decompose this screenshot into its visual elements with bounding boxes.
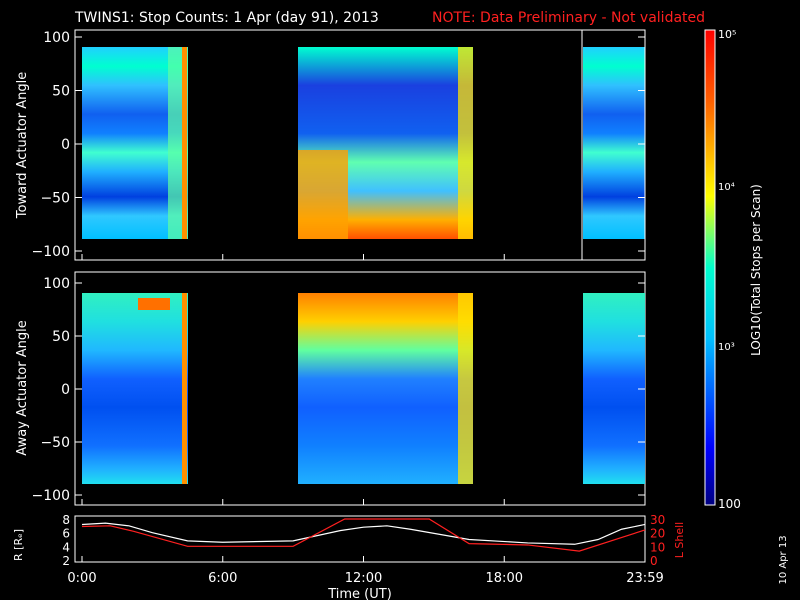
r-tick-label: 2	[62, 554, 70, 568]
colorbar-tick-1e4: 10⁴	[718, 182, 735, 193]
lshell-series-line	[81, 518, 646, 552]
ytick-label: −50	[40, 191, 70, 207]
top-segment-2-edge	[458, 47, 473, 239]
ytick-label: −100	[32, 244, 70, 260]
colorbar-tick-1e5: 10⁵	[718, 28, 736, 41]
colorbar-tick-100: 100	[718, 497, 741, 511]
ephemeris-panel	[74, 515, 646, 563]
bottom-yticks: 100 50 0 −50 −100	[32, 276, 645, 504]
top-yticks: 100 50 0 −50 −100	[32, 30, 645, 260]
r-tick-label: 8	[62, 513, 70, 527]
top-segment-1-hot-edge	[182, 47, 187, 239]
colorbar: 10⁵ 10⁴ 10³ 100 LOG10(Total Stops per Sc…	[704, 28, 763, 511]
lshell-tick-label: 30	[650, 513, 665, 527]
chart-title: TWINS1: Stop Counts: 1 Apr (day 91), 201…	[74, 10, 379, 26]
ytick-label: 0	[61, 137, 70, 153]
lshell-tick-label: 0	[650, 554, 658, 568]
ytick-label: −50	[40, 435, 70, 451]
r-axis-label: R [Rₑ]	[12, 529, 25, 561]
preliminary-note: NOTE: Data Preliminary - Not validated	[432, 10, 705, 26]
xtick-label: 0:00	[67, 571, 96, 586]
ytick-label: 100	[43, 276, 70, 292]
colorbar-label: LOG10(Total Stops per Scan)	[749, 184, 763, 356]
xlabel: Time (UT)	[327, 587, 392, 600]
bottom-segment-1-hot-edge	[182, 293, 187, 484]
top-ylabel: Toward Actuator Angle	[15, 72, 30, 219]
bottom-segment-2	[298, 293, 473, 484]
top-panel	[74, 29, 646, 261]
generation-date: 10 Apr 13	[778, 535, 789, 584]
bottom-segment-2-edge	[458, 293, 473, 484]
top-segment-3	[583, 47, 645, 239]
bottom-ylabel: Away Actuator Angle	[15, 320, 30, 455]
r-series-line	[81, 522, 646, 545]
ytick-label: 100	[43, 30, 70, 46]
ytick-label: 0	[61, 382, 70, 398]
xtick-label: 12:00	[345, 571, 382, 586]
ytick-label: −100	[32, 488, 70, 504]
lshell-tick-label: 20	[650, 527, 665, 541]
r-tick-label: 6	[62, 527, 70, 541]
lshell-tick-label: 10	[650, 540, 665, 554]
top-segment-2-hot	[298, 150, 348, 239]
time-axis-ticks: 0:00 6:00 12:00 18:00 23:59	[67, 254, 664, 586]
ytick-label: 50	[52, 329, 70, 345]
bottom-panel	[74, 271, 646, 506]
colorbar-tick-1e3: 10³	[718, 342, 735, 353]
lshell-axis-label: L Shell	[673, 522, 686, 558]
xtick-label: 18:00	[486, 571, 523, 586]
bottom-segment-1	[82, 293, 188, 484]
bottom-segment-1-hot-patch	[138, 298, 170, 310]
ytick-label: 50	[52, 84, 70, 100]
xtick-label: 23:59	[626, 571, 663, 586]
xtick-label: 6:00	[208, 571, 237, 586]
r-tick-label: 4	[62, 540, 70, 554]
bottom-segment-3	[583, 293, 645, 484]
